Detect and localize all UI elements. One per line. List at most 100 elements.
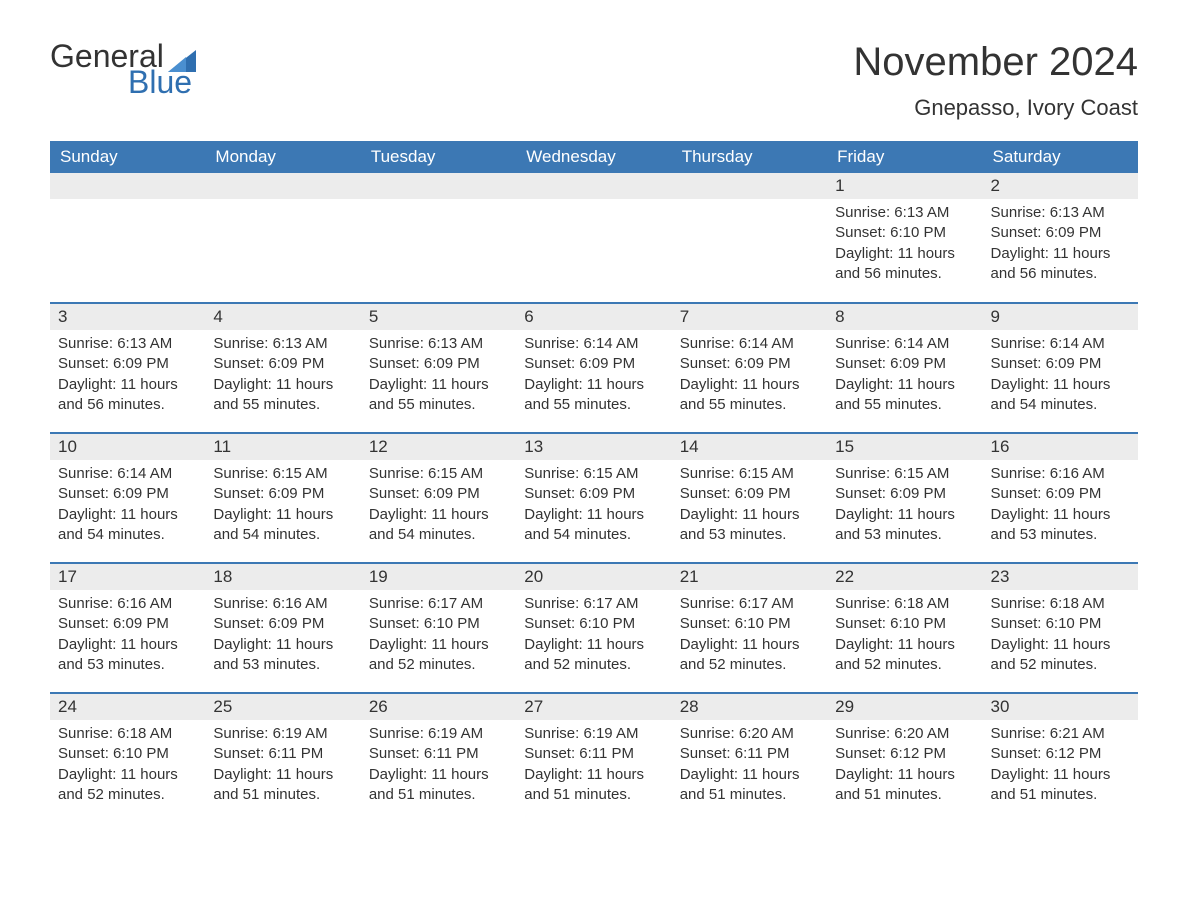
daylight-text: Daylight: 11 hours and 53 minutes. xyxy=(58,635,197,676)
calendar-cell: 20Sunrise: 6:17 AMSunset: 6:10 PMDayligh… xyxy=(516,563,671,693)
calendar-cell: 24Sunrise: 6:18 AMSunset: 6:10 PMDayligh… xyxy=(50,693,205,823)
daylight-text: Daylight: 11 hours and 51 minutes. xyxy=(680,765,819,806)
sunset-text: Sunset: 6:11 PM xyxy=(680,744,819,764)
calendar-cell: 28Sunrise: 6:20 AMSunset: 6:11 PMDayligh… xyxy=(672,693,827,823)
calendar-cell xyxy=(361,173,516,303)
day-number: 26 xyxy=(361,694,516,720)
day-content: Sunrise: 6:16 AMSunset: 6:09 PMDaylight:… xyxy=(205,590,360,685)
day-header: Sunday xyxy=(50,141,205,173)
day-content: Sunrise: 6:14 AMSunset: 6:09 PMDaylight:… xyxy=(983,330,1138,425)
day-header-row: Sunday Monday Tuesday Wednesday Thursday… xyxy=(50,141,1138,173)
calendar-cell: 11Sunrise: 6:15 AMSunset: 6:09 PMDayligh… xyxy=(205,433,360,563)
day-number: 1 xyxy=(827,173,982,199)
title-block: November 2024 Gnepasso, Ivory Coast xyxy=(853,40,1138,121)
empty-day-bar xyxy=(672,173,827,199)
daylight-text: Daylight: 11 hours and 55 minutes. xyxy=(835,375,974,416)
calendar-cell: 4Sunrise: 6:13 AMSunset: 6:09 PMDaylight… xyxy=(205,303,360,433)
day-content: Sunrise: 6:14 AMSunset: 6:09 PMDaylight:… xyxy=(827,330,982,425)
sunset-text: Sunset: 6:09 PM xyxy=(58,354,197,374)
sunset-text: Sunset: 6:11 PM xyxy=(369,744,508,764)
empty-day-bar xyxy=(516,173,671,199)
calendar-cell: 3Sunrise: 6:13 AMSunset: 6:09 PMDaylight… xyxy=(50,303,205,433)
daylight-text: Daylight: 11 hours and 52 minutes. xyxy=(58,765,197,806)
day-number: 30 xyxy=(983,694,1138,720)
calendar-cell xyxy=(516,173,671,303)
empty-day-bar xyxy=(50,173,205,199)
calendar-cell: 18Sunrise: 6:16 AMSunset: 6:09 PMDayligh… xyxy=(205,563,360,693)
daylight-text: Daylight: 11 hours and 56 minutes. xyxy=(991,244,1130,285)
sunset-text: Sunset: 6:10 PM xyxy=(680,614,819,634)
calendar-row: 17Sunrise: 6:16 AMSunset: 6:09 PMDayligh… xyxy=(50,563,1138,693)
sunrise-text: Sunrise: 6:14 AM xyxy=(524,334,663,354)
page-title: November 2024 xyxy=(853,40,1138,85)
day-content: Sunrise: 6:19 AMSunset: 6:11 PMDaylight:… xyxy=(516,720,671,815)
daylight-text: Daylight: 11 hours and 52 minutes. xyxy=(524,635,663,676)
sunset-text: Sunset: 6:09 PM xyxy=(369,484,508,504)
sunset-text: Sunset: 6:09 PM xyxy=(991,223,1130,243)
sunrise-text: Sunrise: 6:15 AM xyxy=(835,464,974,484)
day-content: Sunrise: 6:16 AMSunset: 6:09 PMDaylight:… xyxy=(983,460,1138,555)
sunrise-text: Sunrise: 6:17 AM xyxy=(369,594,508,614)
calendar-cell: 9Sunrise: 6:14 AMSunset: 6:09 PMDaylight… xyxy=(983,303,1138,433)
calendar-cell: 5Sunrise: 6:13 AMSunset: 6:09 PMDaylight… xyxy=(361,303,516,433)
daylight-text: Daylight: 11 hours and 53 minutes. xyxy=(213,635,352,676)
daylight-text: Daylight: 11 hours and 51 minutes. xyxy=(369,765,508,806)
calendar-cell: 10Sunrise: 6:14 AMSunset: 6:09 PMDayligh… xyxy=(50,433,205,563)
calendar-cell: 17Sunrise: 6:16 AMSunset: 6:09 PMDayligh… xyxy=(50,563,205,693)
sunset-text: Sunset: 6:10 PM xyxy=(835,614,974,634)
calendar-row: 24Sunrise: 6:18 AMSunset: 6:10 PMDayligh… xyxy=(50,693,1138,823)
day-number: 5 xyxy=(361,304,516,330)
calendar-cell xyxy=(672,173,827,303)
day-header: Monday xyxy=(205,141,360,173)
sunset-text: Sunset: 6:10 PM xyxy=(58,744,197,764)
calendar-cell: 25Sunrise: 6:19 AMSunset: 6:11 PMDayligh… xyxy=(205,693,360,823)
calendar-cell: 26Sunrise: 6:19 AMSunset: 6:11 PMDayligh… xyxy=(361,693,516,823)
sunrise-text: Sunrise: 6:20 AM xyxy=(835,724,974,744)
sunrise-text: Sunrise: 6:14 AM xyxy=(58,464,197,484)
calendar-cell: 21Sunrise: 6:17 AMSunset: 6:10 PMDayligh… xyxy=(672,563,827,693)
day-header: Thursday xyxy=(672,141,827,173)
daylight-text: Daylight: 11 hours and 53 minutes. xyxy=(680,505,819,546)
sunset-text: Sunset: 6:09 PM xyxy=(680,354,819,374)
sunrise-text: Sunrise: 6:18 AM xyxy=(991,594,1130,614)
day-number: 10 xyxy=(50,434,205,460)
day-content: Sunrise: 6:17 AMSunset: 6:10 PMDaylight:… xyxy=(361,590,516,685)
sunset-text: Sunset: 6:12 PM xyxy=(835,744,974,764)
day-content: Sunrise: 6:15 AMSunset: 6:09 PMDaylight:… xyxy=(361,460,516,555)
sunrise-text: Sunrise: 6:13 AM xyxy=(835,203,974,223)
day-number: 29 xyxy=(827,694,982,720)
sunset-text: Sunset: 6:09 PM xyxy=(213,484,352,504)
day-number: 2 xyxy=(983,173,1138,199)
day-number: 17 xyxy=(50,564,205,590)
day-content: Sunrise: 6:15 AMSunset: 6:09 PMDaylight:… xyxy=(205,460,360,555)
day-number: 22 xyxy=(827,564,982,590)
sunset-text: Sunset: 6:09 PM xyxy=(835,354,974,374)
sunset-text: Sunset: 6:09 PM xyxy=(58,614,197,634)
day-content: Sunrise: 6:13 AMSunset: 6:09 PMDaylight:… xyxy=(983,199,1138,294)
calendar-cell: 2Sunrise: 6:13 AMSunset: 6:09 PMDaylight… xyxy=(983,173,1138,303)
day-number: 3 xyxy=(50,304,205,330)
sunrise-text: Sunrise: 6:18 AM xyxy=(58,724,197,744)
logo-word2: Blue xyxy=(128,66,196,98)
sunset-text: Sunset: 6:10 PM xyxy=(369,614,508,634)
sunrise-text: Sunrise: 6:15 AM xyxy=(524,464,663,484)
day-header: Friday xyxy=(827,141,982,173)
daylight-text: Daylight: 11 hours and 55 minutes. xyxy=(680,375,819,416)
daylight-text: Daylight: 11 hours and 56 minutes. xyxy=(835,244,974,285)
sunset-text: Sunset: 6:09 PM xyxy=(524,354,663,374)
daylight-text: Daylight: 11 hours and 54 minutes. xyxy=(991,375,1130,416)
calendar-cell xyxy=(205,173,360,303)
sunrise-text: Sunrise: 6:14 AM xyxy=(991,334,1130,354)
sunset-text: Sunset: 6:11 PM xyxy=(213,744,352,764)
calendar-table: Sunday Monday Tuesday Wednesday Thursday… xyxy=(50,141,1138,823)
daylight-text: Daylight: 11 hours and 51 minutes. xyxy=(835,765,974,806)
daylight-text: Daylight: 11 hours and 51 minutes. xyxy=(991,765,1130,806)
day-content: Sunrise: 6:19 AMSunset: 6:11 PMDaylight:… xyxy=(205,720,360,815)
empty-day-bar xyxy=(205,173,360,199)
day-header: Wednesday xyxy=(516,141,671,173)
day-number: 6 xyxy=(516,304,671,330)
day-number: 9 xyxy=(983,304,1138,330)
day-number: 12 xyxy=(361,434,516,460)
daylight-text: Daylight: 11 hours and 54 minutes. xyxy=(213,505,352,546)
sunset-text: Sunset: 6:10 PM xyxy=(524,614,663,634)
